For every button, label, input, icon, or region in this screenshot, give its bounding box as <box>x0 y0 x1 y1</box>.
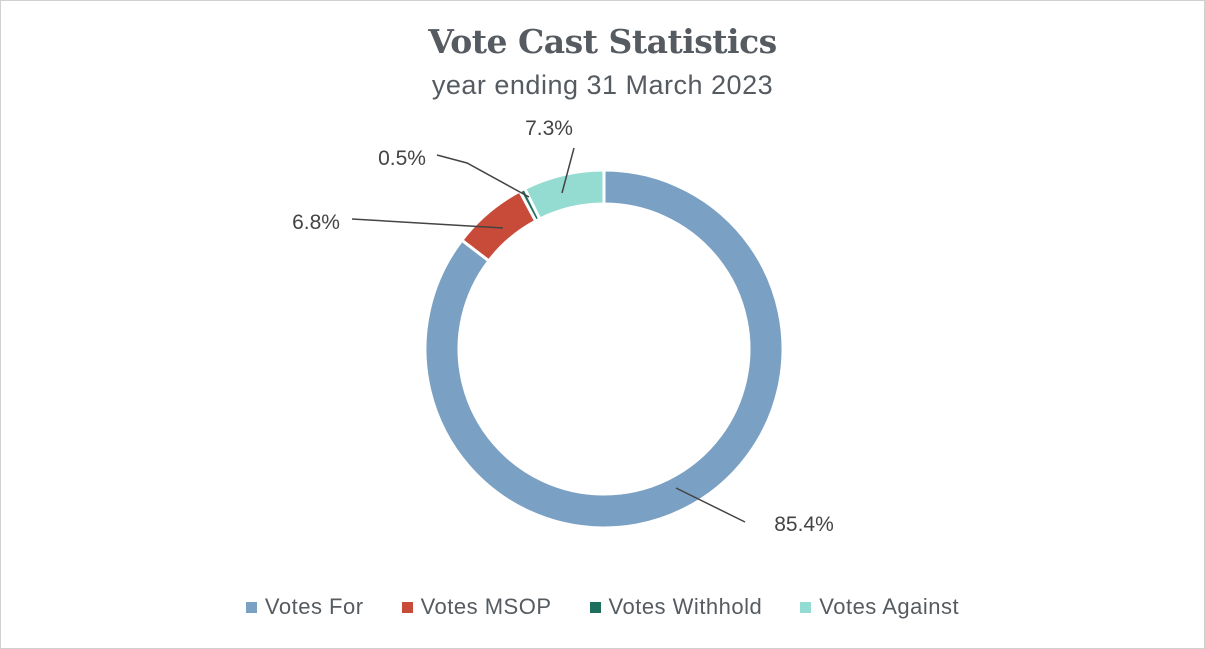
data-label: 85.4% <box>774 513 834 536</box>
data-label: 7.3% <box>525 117 573 140</box>
legend-item: Votes Against <box>800 594 959 620</box>
legend-item: Votes MSOP <box>401 594 552 620</box>
chart-subtitle: year ending 31 March 2023 <box>431 70 774 100</box>
legend-label: Votes Withhold <box>608 594 763 619</box>
data-label: 6.8% <box>292 211 340 234</box>
legend-label: Votes Against <box>819 594 960 619</box>
legend-item: Votes For <box>245 594 364 620</box>
legend-label: Votes MSOP <box>420 594 552 619</box>
chart-legend: Votes For Votes MSOP Votes Withhold Votes A… <box>0 594 1205 620</box>
data-labels: 85.4% 6.8% 0.5% 7.3% <box>292 117 834 536</box>
slice-votes-for <box>423 168 785 530</box>
legend-item: Votes Withhold <box>589 594 763 620</box>
legend-swatch <box>589 601 601 613</box>
leader-line <box>561 147 575 194</box>
leader-line <box>436 154 530 198</box>
legend-swatch <box>245 601 257 613</box>
legend-label: Votes For <box>264 594 364 619</box>
legend-swatch <box>401 601 413 613</box>
leader-line <box>675 487 746 523</box>
legend-swatch <box>800 601 812 613</box>
leader-line <box>351 218 504 229</box>
chart-title: Vote Cast Statistics <box>428 22 777 61</box>
slice-votes-against <box>522 168 606 221</box>
data-label: 0.5% <box>378 147 426 170</box>
leader-lines <box>351 147 746 523</box>
donut-slices <box>423 168 785 530</box>
